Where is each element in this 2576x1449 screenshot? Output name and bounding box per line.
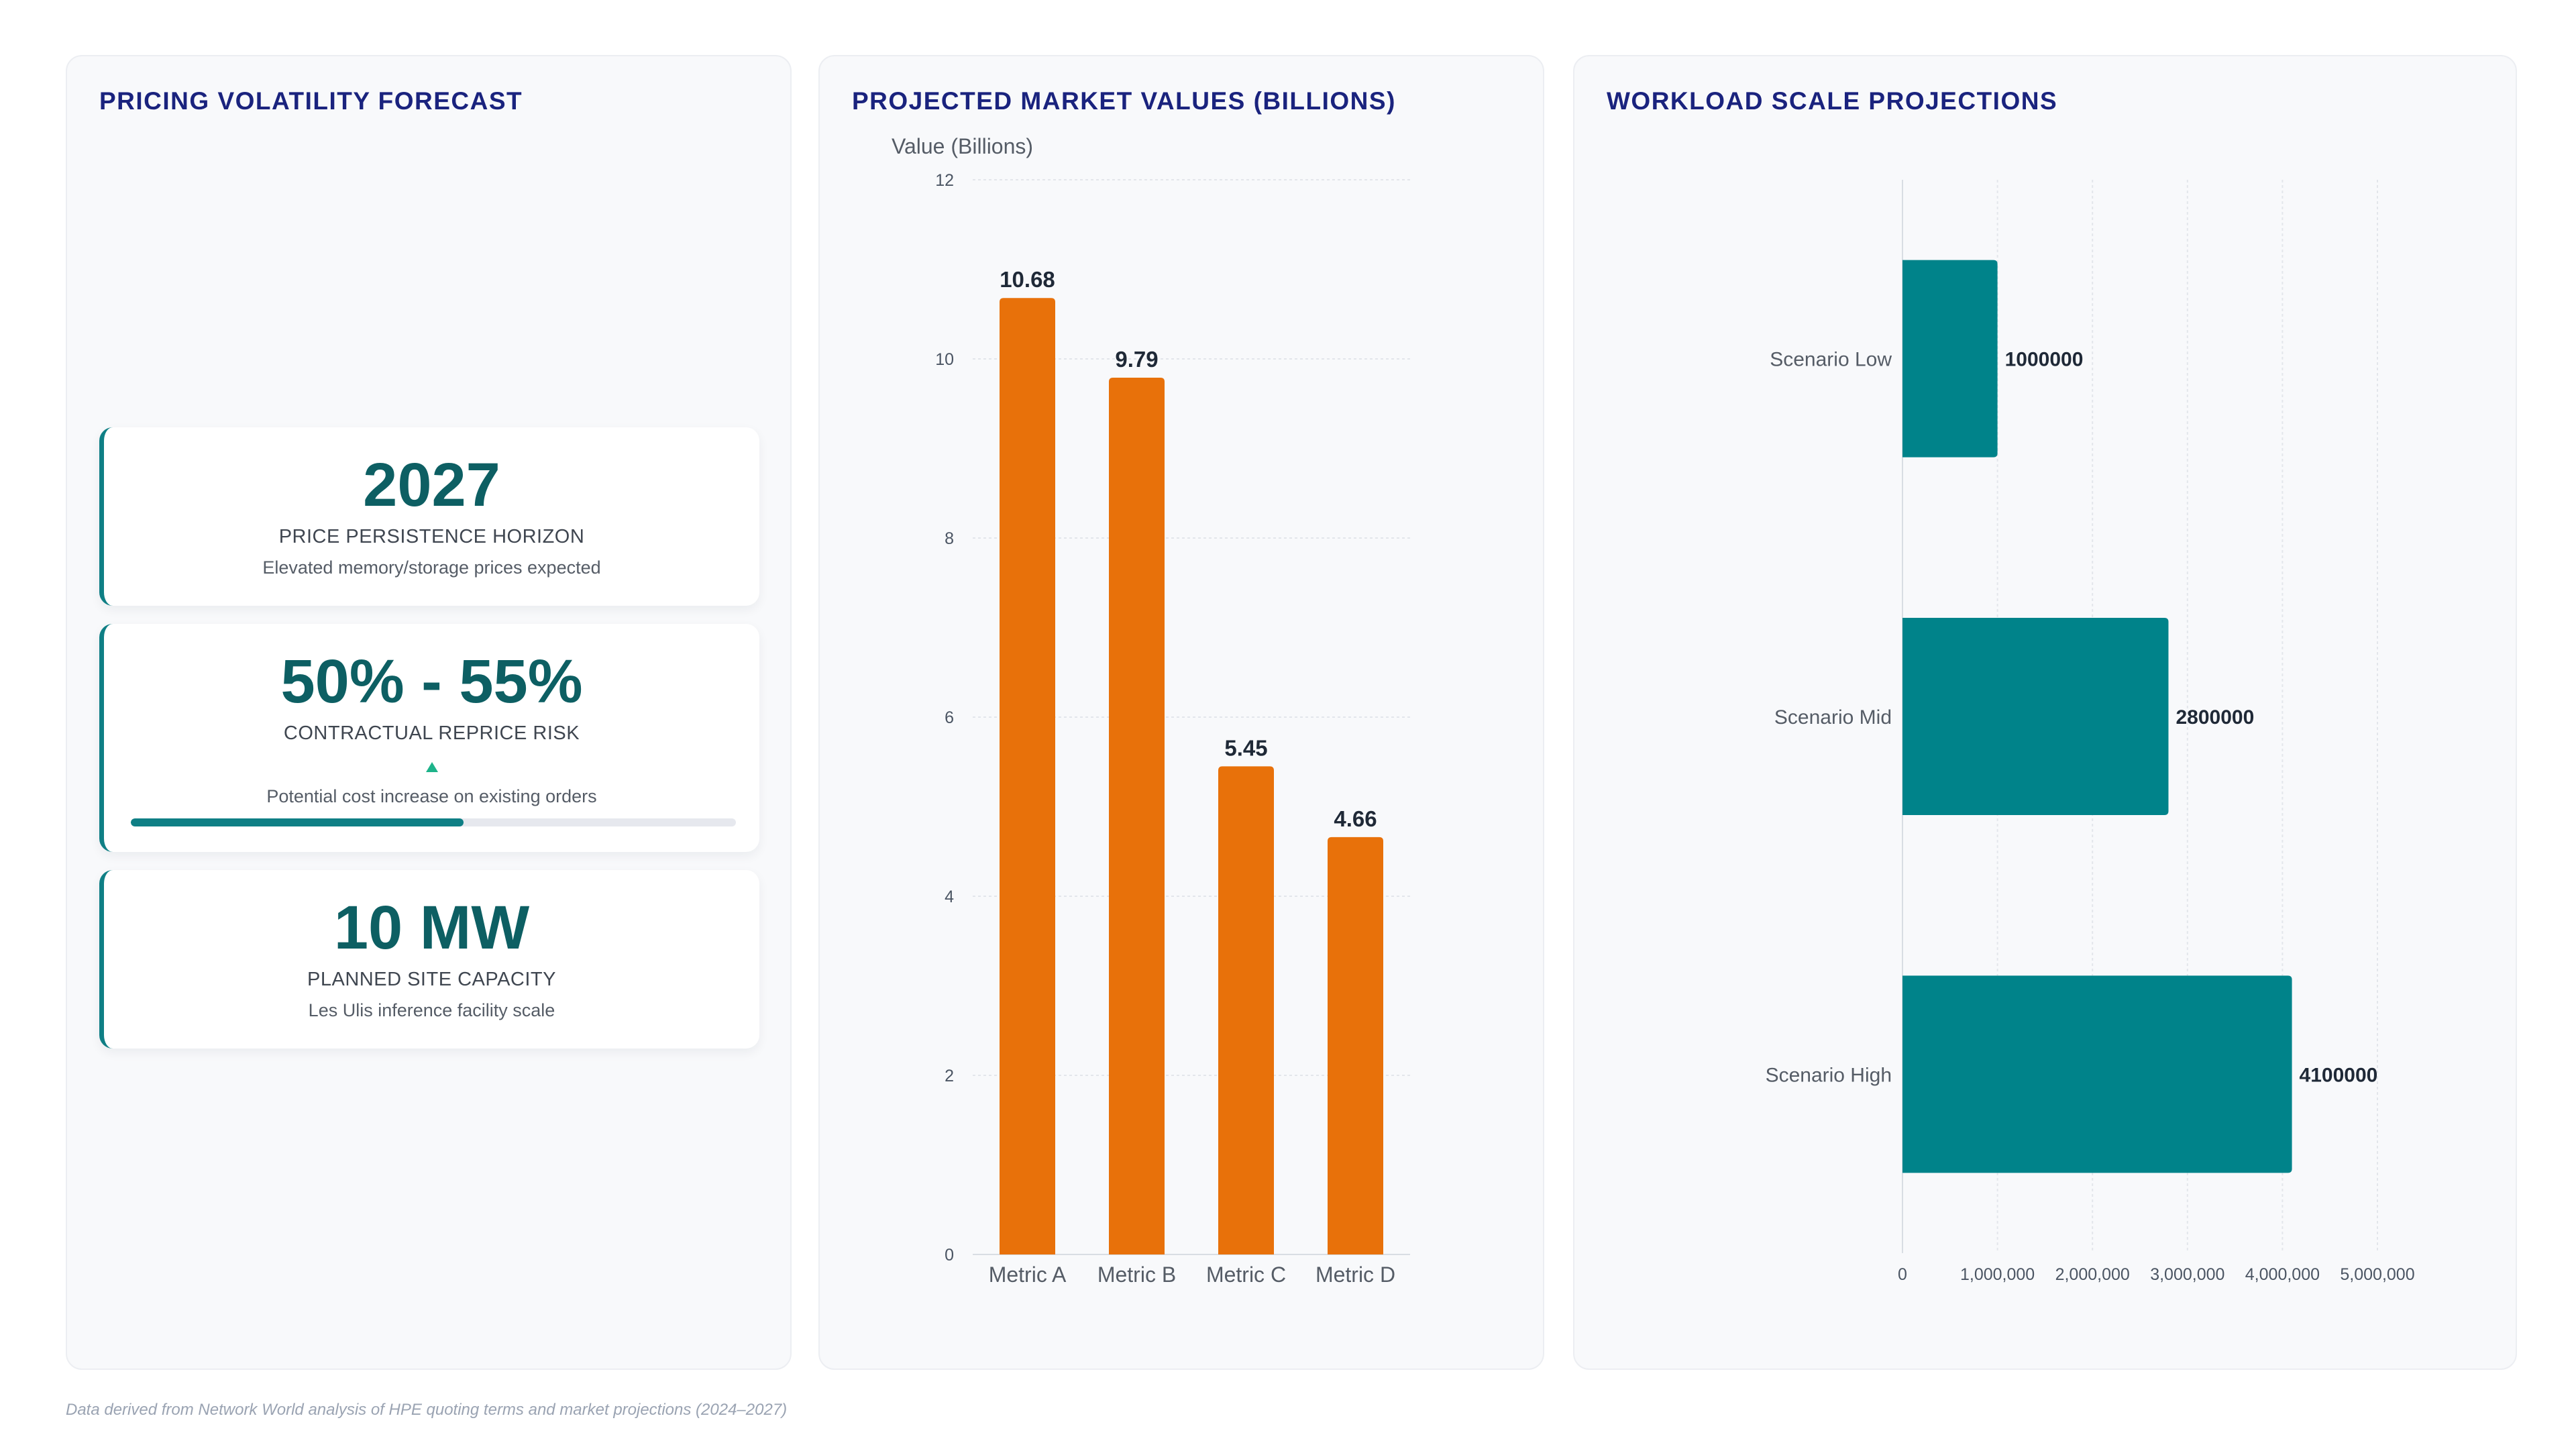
data-label: 4100000 xyxy=(2300,1064,2378,1086)
x-tick-label: Metric D xyxy=(1316,1263,1395,1287)
data-label: 4.66 xyxy=(1334,806,1377,831)
data-label: 9.79 xyxy=(1115,347,1158,372)
y-axis-label: Value (Billions) xyxy=(892,134,1033,158)
market-values-bar-chart: Value (Billions) 0 2 4 6 8 10 12 10.68 Metric A 9.… xyxy=(892,134,1410,1287)
kpi-label: PRICE PERSISTENCE HORIZON xyxy=(278,526,585,547)
panel-title: PROJECTED MARKET VALUES (BILLIONS) xyxy=(852,87,1396,115)
bar xyxy=(1328,837,1383,1254)
workload-scale-panel: WORKLOAD SCALE PROJECTIONS 0 1,000,000 2,0… xyxy=(1573,55,2517,1370)
data-label: 1000000 xyxy=(2005,349,2084,371)
trend-up-icon xyxy=(425,762,438,772)
x-tick-label: Metric C xyxy=(1206,1263,1286,1287)
kpi-subtitle: Elevated memory/storage prices expected xyxy=(262,557,601,578)
kpi-card-site-capacity: 10 MW PLANNED SITE CAPACITY Les Ulis inf… xyxy=(99,870,759,1049)
kpi-value: 50% - 55% xyxy=(280,647,583,716)
bar xyxy=(1902,975,2292,1173)
y-tick-label: 4 xyxy=(945,888,954,906)
kpi-label: CONTRACTUAL REPRICE RISK xyxy=(283,722,580,744)
x-tick-label: Metric A xyxy=(989,1263,1067,1287)
y-tick-label: 6 xyxy=(945,708,954,727)
workload-scale-bar-chart: 0 1,000,000 2,000,000 3,000,000 4,000,000 5,0… xyxy=(1766,180,2415,1284)
y-tick-label: 2 xyxy=(945,1067,954,1085)
x-tick-label: 5,000,000 xyxy=(2340,1265,2414,1284)
y-tick-label: 12 xyxy=(935,171,954,190)
x-tick-label: 4,000,000 xyxy=(2245,1265,2320,1284)
kpi-card-price-horizon: 2027 PRICE PERSISTENCE HORIZON Elevated … xyxy=(99,427,759,606)
y-tick-label: 0 xyxy=(945,1246,954,1265)
y-tick-label: Scenario Low xyxy=(1770,349,1892,371)
y-tick-label: 8 xyxy=(945,529,954,548)
x-tick-label: 3,000,000 xyxy=(2150,1265,2224,1284)
kpi-value: 10 MW xyxy=(333,894,530,962)
x-tick-label: 0 xyxy=(1898,1265,1907,1284)
kpi-subtitle: Potential cost increase on existing orde… xyxy=(266,786,597,806)
kpi-subtitle: Les Ulis inference facility scale xyxy=(308,1000,555,1020)
data-label: 5.45 xyxy=(1224,735,1267,760)
panel-title: WORKLOAD SCALE PROJECTIONS xyxy=(1607,87,2058,115)
y-tick-label: Scenario Mid xyxy=(1774,706,1892,729)
x-tick-label: Metric B xyxy=(1097,1263,1176,1287)
kpi-value: 2027 xyxy=(363,451,500,519)
bar xyxy=(1000,298,1055,1255)
x-tick-label: 2,000,000 xyxy=(2055,1265,2130,1284)
pricing-volatility-panel: PRICING VOLATILITY FORECAST 2027 PRICE P… xyxy=(66,55,792,1370)
x-tick-label: 1,000,000 xyxy=(1960,1265,2035,1284)
panel-title: PRICING VOLATILITY FORECAST xyxy=(99,87,523,115)
market-values-panel: PROJECTED MARKET VALUES (BILLIONS) Value… xyxy=(818,55,1544,1370)
kpi-label: PLANNED SITE CAPACITY xyxy=(307,969,556,990)
y-tick-label: Scenario High xyxy=(1766,1064,1892,1086)
data-label: 10.68 xyxy=(1000,267,1055,292)
y-tick-label: 10 xyxy=(935,350,954,369)
bar xyxy=(1902,260,1998,458)
progress-fill xyxy=(131,818,464,826)
footnote: Data derived from Network World analysis… xyxy=(66,1401,788,1419)
bar xyxy=(1902,618,2169,815)
bar xyxy=(1218,766,1274,1254)
kpi-card-reprice-risk: 50% - 55% CONTRACTUAL REPRICE RISK Poten… xyxy=(99,624,759,852)
data-label: 2800000 xyxy=(2176,706,2254,729)
bar xyxy=(1109,378,1165,1254)
progress-bar xyxy=(131,818,736,826)
